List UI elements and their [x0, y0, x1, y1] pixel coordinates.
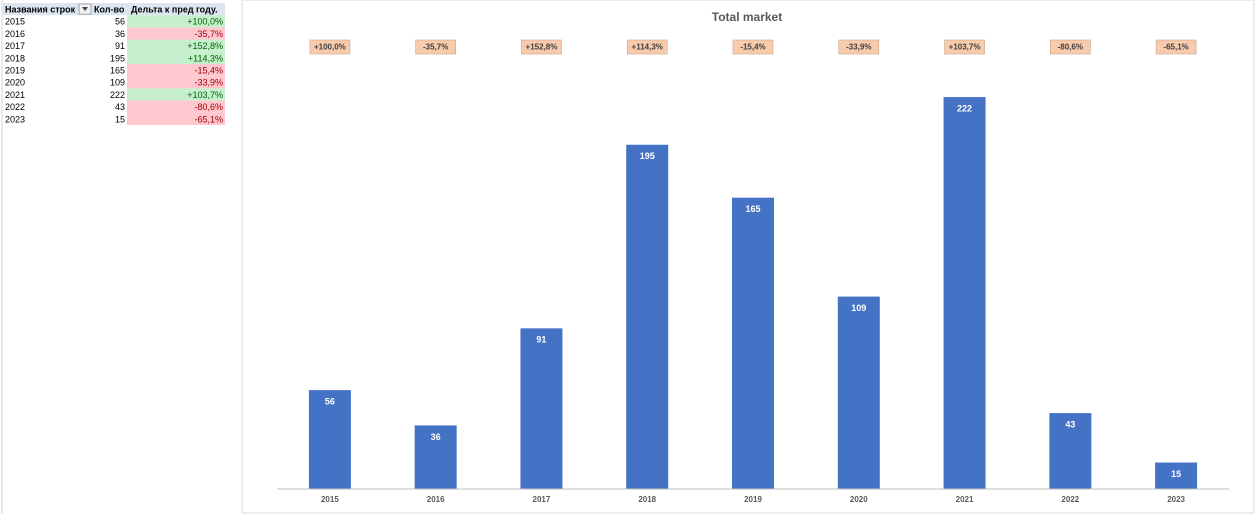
- column-header[interactable]: Кол-во: [94, 4, 125, 14]
- table-cell[interactable]: +103,7%: [187, 90, 223, 100]
- table-cell[interactable]: 2017: [5, 41, 25, 51]
- bar[interactable]: [308, 390, 351, 489]
- table-cell[interactable]: 2023: [5, 114, 25, 124]
- bar[interactable]: [732, 197, 774, 489]
- data-label: 91: [536, 335, 546, 345]
- header-row: [3, 3, 225, 16]
- data-label: 165: [745, 204, 760, 214]
- table-cell[interactable]: 222: [110, 90, 125, 100]
- bar[interactable]: [626, 144, 669, 490]
- column-header[interactable]: Названия строк: [5, 4, 76, 14]
- data-label: 222: [957, 103, 972, 113]
- delta-cell: [127, 100, 225, 113]
- table-cell[interactable]: 2021: [5, 90, 25, 100]
- table-cell[interactable]: 2018: [5, 53, 25, 63]
- column-header[interactable]: Дельта к пред году.: [131, 4, 218, 14]
- table-cell[interactable]: +100,0%: [187, 17, 223, 27]
- annotation-box: [521, 39, 562, 55]
- data-label: 195: [640, 151, 655, 161]
- table-cell[interactable]: 91: [115, 41, 125, 51]
- annotation: -33,9%: [846, 43, 871, 52]
- table-cell[interactable]: -15,4%: [194, 65, 223, 75]
- table-cell[interactable]: 15: [115, 114, 125, 124]
- bar[interactable]: [1155, 462, 1198, 489]
- chart-title: Total market: [712, 10, 782, 24]
- delta-cell: [127, 64, 225, 77]
- table-cell[interactable]: -33,9%: [194, 78, 223, 88]
- table-cell[interactable]: -65,1%: [194, 114, 223, 124]
- x-tick-label: 2016: [427, 495, 445, 504]
- delta-cell: [127, 76, 225, 89]
- table-cell[interactable]: 195: [110, 53, 125, 63]
- annotation: +114,3%: [632, 43, 663, 52]
- bar[interactable]: [1049, 413, 1092, 489]
- bar[interactable]: [414, 425, 457, 489]
- table-cell[interactable]: -80,6%: [194, 102, 223, 112]
- annotation-box: [626, 39, 668, 55]
- delta-cell: [127, 88, 225, 101]
- table-cell[interactable]: 2016: [5, 29, 25, 39]
- annotation: -65,1%: [1163, 43, 1188, 52]
- table-cell[interactable]: 2022: [5, 102, 25, 112]
- bar[interactable]: [837, 296, 880, 489]
- delta-cell: [127, 27, 225, 40]
- x-tick-label: 2019: [744, 495, 762, 504]
- table-cell[interactable]: 165: [110, 65, 125, 75]
- annotation-box: [1050, 39, 1091, 55]
- data-label: 56: [325, 397, 335, 407]
- x-tick-label: 2017: [533, 495, 551, 504]
- data-label: 36: [431, 432, 441, 442]
- x-tick-label: 2020: [850, 495, 868, 504]
- table-cell[interactable]: 36: [115, 29, 125, 39]
- annotation-box: [838, 39, 880, 55]
- table-cell[interactable]: 2015: [5, 17, 25, 27]
- annotation: -35,7%: [423, 43, 448, 52]
- delta-cell: [127, 112, 225, 125]
- annotation: +103,7%: [949, 43, 981, 52]
- annotation: -80,6%: [1058, 43, 1083, 52]
- annotation-box: [309, 39, 351, 55]
- delta-cell: [127, 15, 225, 28]
- annotation: +100,0%: [314, 43, 346, 52]
- data-label: 15: [1171, 469, 1181, 479]
- filter-icon: [82, 7, 88, 11]
- annotation-box: [415, 39, 456, 55]
- table-cell[interactable]: 2019: [5, 65, 25, 75]
- data-label: 109: [851, 303, 866, 313]
- annotation-box: [1155, 39, 1197, 55]
- annotation: -15,4%: [740, 43, 765, 52]
- delta-cell: [127, 39, 225, 52]
- x-tick-label: 2015: [321, 495, 339, 504]
- x-tick-label: 2018: [638, 495, 656, 504]
- x-tick-label: 2023: [1167, 495, 1185, 504]
- table-cell[interactable]: 56: [115, 17, 125, 27]
- delta-cell: [127, 51, 225, 64]
- annotation: +152,8%: [526, 43, 558, 52]
- table-cell[interactable]: -35,7%: [194, 29, 223, 39]
- bar[interactable]: [943, 97, 986, 490]
- bar[interactable]: [520, 328, 563, 489]
- table-cell[interactable]: +152,8%: [187, 41, 223, 51]
- annotation-box: [944, 39, 985, 55]
- table-cell[interactable]: +114,3%: [188, 53, 223, 63]
- table-cell[interactable]: 2020: [5, 78, 25, 88]
- x-tick-label: 2021: [956, 495, 974, 504]
- table-cell[interactable]: 109: [110, 78, 125, 88]
- table-cell[interactable]: 43: [115, 102, 125, 112]
- data-label: 43: [1065, 419, 1075, 429]
- x-tick-label: 2022: [1061, 495, 1079, 504]
- annotation-box: [732, 39, 774, 55]
